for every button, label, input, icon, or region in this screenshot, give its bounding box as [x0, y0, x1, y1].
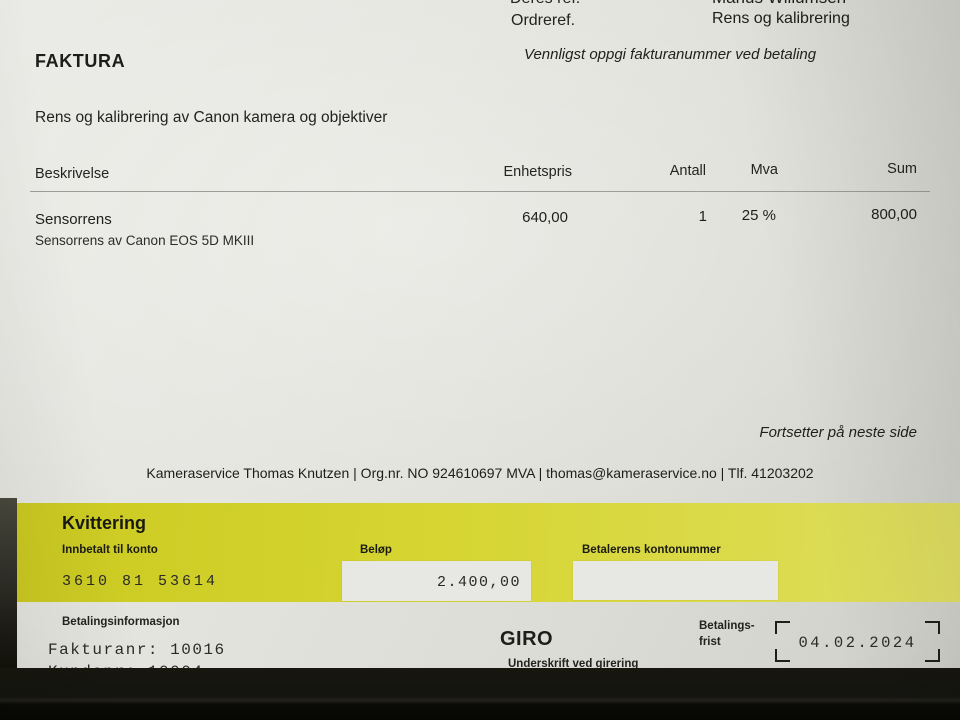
amount-value: 2.400,00 [436, 574, 521, 591]
row-quantity: 1 [698, 208, 707, 225]
screen-left-bezel [0, 498, 17, 670]
invoice-number-line: Fakturanr: 10016 [48, 641, 226, 659]
deres-ref-value: Marius Willumsen [712, 0, 846, 8]
paid-to-account-number: 3610 81 53614 [62, 573, 219, 590]
row-description: Sensorrens [35, 211, 112, 228]
payment-info-label: Betalingsinformasjon [62, 616, 180, 628]
ordreref-value: Rens og kalibrering [712, 10, 850, 27]
invoice-subject: Rens og kalibrering av Canon kamera og o… [35, 109, 388, 126]
bracket-corner [775, 649, 790, 662]
due-label-line1: Betalings- [699, 620, 755, 632]
amount-label: Beløp [360, 544, 392, 556]
receipt-title: Kvittering [62, 513, 147, 533]
row-unit-price: 640,00 [522, 209, 568, 226]
ordreref-label: Ordreref. [511, 12, 576, 29]
col-header-unit-price: Enhetspris [503, 164, 572, 180]
deres-ref-label: Deres ref. [510, 0, 580, 8]
bracket-corner [925, 649, 940, 662]
col-header-sum: Sum [887, 161, 917, 177]
amount-field: 2.400,00 [342, 561, 531, 601]
receipt-band: Kvittering Innbetalt til konto 3610 81 5… [17, 503, 960, 602]
continuation-note: Fortsetter på neste side [759, 424, 917, 441]
due-label-line2: frist [699, 636, 721, 648]
company-contact-line: Kameraservice Thomas Knutzen | Org.nr. N… [146, 465, 814, 481]
row-sum: 800,00 [871, 206, 917, 223]
paid-to-account-label: Innbetalt til konto [62, 544, 158, 556]
giro-title: GIRO [500, 628, 554, 650]
due-date-field: 04.02.2024 [775, 621, 940, 662]
col-header-quantity: Antall [669, 163, 706, 179]
bracket-corner [775, 621, 790, 634]
payer-account-label: Betalerens kontonummer [582, 544, 721, 556]
signature-label: Underskrift ved girering [508, 658, 639, 670]
payer-account-field [573, 561, 778, 600]
table-header-divider [30, 191, 930, 192]
document-title: FAKTURA [35, 51, 126, 71]
row-detail: Sensorrens av Canon EOS 5D MKIII [35, 233, 255, 248]
payment-note: Vennligst oppgi fakturanummer ved betali… [524, 46, 817, 63]
screen-bottom-bezel [0, 668, 960, 720]
due-date-value: 04.02.2024 [798, 634, 917, 652]
col-header-description: Beskrivelse [35, 166, 110, 182]
row-vat: 25 % [741, 207, 776, 224]
bracket-corner [925, 621, 940, 634]
col-header-vat: Mva [750, 162, 778, 178]
